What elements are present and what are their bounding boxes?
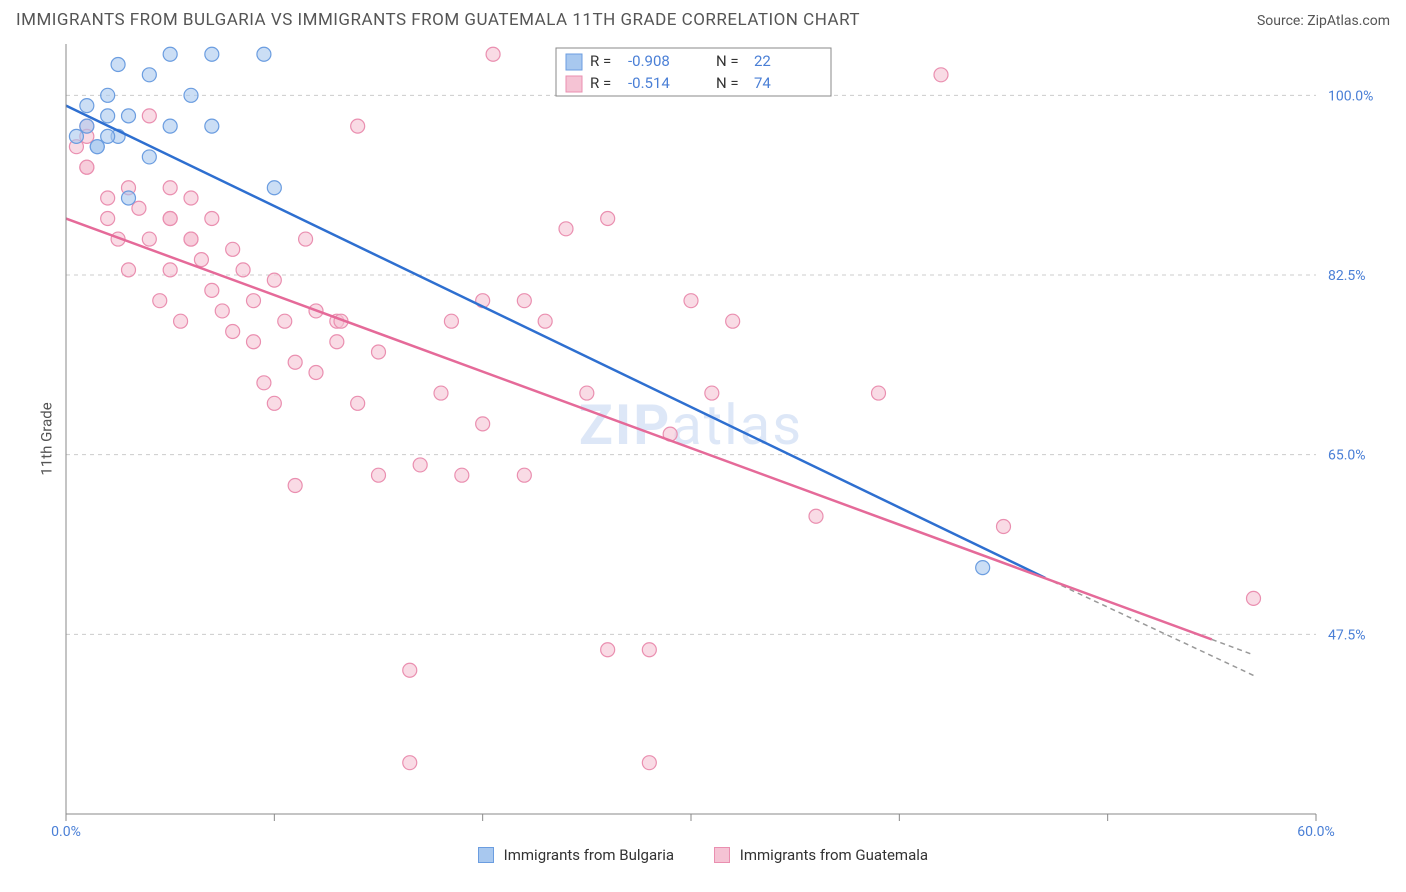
chart-title: IMMIGRANTS FROM BULGARIA VS IMMIGRANTS F…: [16, 10, 860, 30]
svg-text:100.0%: 100.0%: [1328, 88, 1373, 104]
svg-text:22: 22: [754, 52, 771, 70]
bottom-legend: Immigrants from Bulgaria Immigrants from…: [0, 844, 1406, 864]
y-axis-label: 11th Grade: [38, 402, 56, 475]
svg-text:N =: N =: [716, 74, 739, 92]
correlation-chart: 47.5%65.0%82.5%100.0%ZIPatlas0.0%60.0%R …: [16, 34, 1390, 844]
svg-text:R =: R =: [590, 74, 611, 92]
legend-swatch-bulgaria: [478, 847, 494, 863]
svg-text:74: 74: [754, 74, 771, 92]
legend-item-bulgaria: Immigrants from Bulgaria: [478, 846, 674, 864]
svg-text:60.0%: 60.0%: [1297, 824, 1335, 840]
svg-text:65.0%: 65.0%: [1328, 448, 1366, 464]
chart-container: 11th Grade 47.5%65.0%82.5%100.0%ZIPatlas…: [16, 34, 1390, 844]
svg-text:-0.514: -0.514: [628, 74, 670, 92]
svg-text:N =: N =: [716, 52, 739, 70]
svg-text:R =: R =: [590, 52, 611, 70]
svg-text:-0.908: -0.908: [628, 52, 670, 70]
source-label: Source: ZipAtlas.com: [1257, 13, 1390, 29]
svg-text:0.0%: 0.0%: [51, 824, 81, 840]
legend-swatch-guatemala: [714, 847, 730, 863]
svg-text:47.5%: 47.5%: [1328, 627, 1366, 643]
legend-label-bulgaria: Immigrants from Bulgaria: [504, 846, 674, 864]
svg-text:82.5%: 82.5%: [1328, 268, 1366, 284]
legend-item-guatemala: Immigrants from Guatemala: [714, 846, 928, 864]
legend-label-guatemala: Immigrants from Guatemala: [740, 846, 928, 864]
